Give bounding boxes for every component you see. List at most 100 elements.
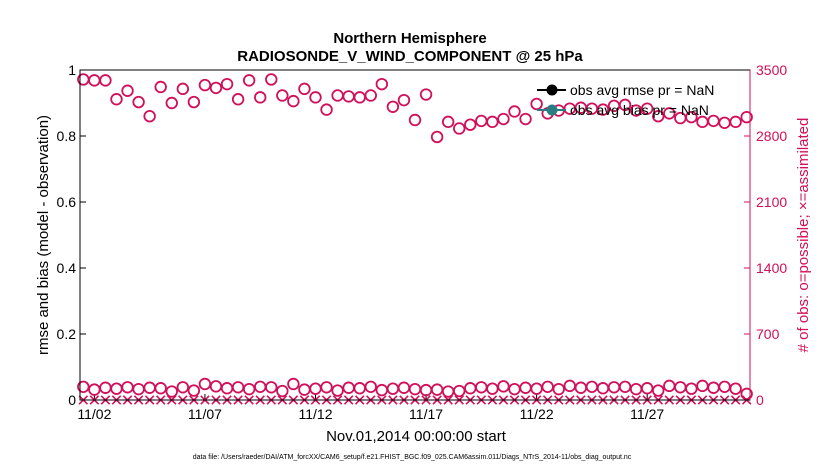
- plot-frame: [79, 69, 751, 401]
- possible-obs-point: [618, 98, 632, 112]
- possible-obs-point: [453, 384, 466, 398]
- series-1: [77, 377, 753, 401]
- possible-obs-point: [718, 116, 731, 130]
- possible-obs-point: [640, 102, 654, 115]
- possible-obs-point: [265, 73, 278, 86]
- y-left-tick-label: 0.4: [57, 260, 77, 276]
- possible-obs-point: [198, 377, 212, 391]
- possible-obs-point: [276, 384, 289, 398]
- possible-obs-point: [430, 383, 444, 396]
- possible-obs-point: [386, 382, 400, 395]
- possible-obs-point: [430, 130, 444, 144]
- y-left-tick-label: 0.2: [57, 326, 77, 342]
- possible-obs-point: [663, 379, 676, 393]
- possible-obs-point: [320, 381, 333, 394]
- chart-title: Northern Hemisphere: [333, 30, 486, 47]
- possible-obs-point: [99, 74, 112, 87]
- x-tick-label: 11/17: [409, 406, 443, 422]
- possible-obs-point: [154, 80, 167, 94]
- possible-obs-point: [309, 382, 322, 395]
- possible-obs-point: [353, 382, 366, 395]
- possible-obs-point: [552, 382, 565, 396]
- y-axis-right-label: # of obs: o=possible; ×=assimilated: [795, 118, 812, 353]
- possible-obs-point: [453, 122, 466, 135]
- possible-obs-point: [464, 118, 477, 131]
- x-tick-label: 11/12: [298, 406, 332, 422]
- y-right-tick-label: 3500: [756, 62, 787, 78]
- possible-obs-point: [342, 90, 355, 103]
- possible-obs-point: [497, 112, 510, 126]
- possible-obs-point: [331, 89, 344, 102]
- possible-obs-point: [132, 95, 145, 109]
- legend-bias-marker: [546, 104, 558, 116]
- possible-obs-point: [530, 97, 543, 111]
- possible-obs-point: [209, 81, 223, 95]
- possible-obs-point: [242, 74, 256, 87]
- x-axis: 11/02 11/07 11/12 11/17 11/22 11/27: [77, 394, 664, 422]
- possible-obs-point: [99, 381, 112, 394]
- possible-obs-point: [585, 380, 599, 394]
- possible-obs-point: [320, 103, 333, 116]
- possible-obs-point: [652, 109, 665, 123]
- possible-obs-point: [209, 380, 223, 393]
- x-tick-label: 11/02: [77, 406, 111, 422]
- possible-obs-point: [729, 115, 742, 129]
- chart-subtitle: RADIOSONDE_V_WIND_COMPONENT @ 25 hPa: [237, 48, 583, 65]
- possible-obs-point: [519, 112, 532, 126]
- possible-obs-point: [663, 107, 676, 120]
- possible-obs-point: [265, 381, 278, 394]
- possible-obs-point: [729, 382, 742, 395]
- y-left-tick-label: 1: [68, 62, 76, 78]
- possible-obs-point: [198, 78, 212, 92]
- y-right-tick-label: 2800: [756, 128, 787, 144]
- possible-obs-point: [397, 93, 411, 107]
- possible-obs-point: [121, 84, 134, 97]
- possible-obs-point: [220, 77, 234, 91]
- y-right-tick-label: 0: [756, 392, 764, 408]
- x-axis-label: Nov.01,2014 00:00:00 start: [326, 428, 507, 445]
- possible-obs-point: [254, 380, 267, 394]
- possible-obs-point: [331, 384, 344, 397]
- possible-obs-point: [707, 381, 720, 394]
- possible-obs-point: [519, 381, 532, 394]
- possible-obs-point: [530, 382, 543, 395]
- possible-obs-point: [143, 109, 156, 123]
- x-tick-label: 11/07: [188, 406, 222, 422]
- possible-obs-point: [165, 385, 178, 398]
- possible-obs-point: [740, 110, 753, 124]
- y-right-tick-label: 2100: [756, 194, 787, 210]
- possible-obs-point: [364, 89, 377, 102]
- possible-obs-point: [685, 382, 698, 395]
- y-right-tick-label: 1400: [756, 260, 787, 276]
- possible-obs-point: [475, 381, 488, 394]
- possible-obs-point: [143, 381, 156, 394]
- possible-obs-point: [674, 381, 687, 394]
- possible-obs-point: [441, 115, 455, 129]
- possible-obs-point: [475, 114, 488, 128]
- possible-obs-point: [408, 113, 422, 127]
- y-axis-right: 0 700 1400 2100 2800 3500: [744, 62, 787, 408]
- possible-obs-point: [88, 74, 101, 87]
- possible-obs-point: [640, 382, 654, 395]
- x-tick-label: 11/27: [630, 406, 664, 422]
- possible-obs-point: [508, 105, 521, 118]
- legend-rmse-label: obs avg rmse pr = NaN: [570, 82, 714, 98]
- legend-bias-label: obs avg bias pr = NaN: [570, 102, 709, 118]
- y-right-tick-label: 700: [756, 326, 780, 342]
- possible-obs-point: [231, 93, 245, 106]
- possible-obs-point: [287, 377, 300, 391]
- possible-obs-point: [386, 100, 400, 113]
- possible-obs-point: [541, 380, 554, 394]
- possible-obs-point: [441, 385, 455, 398]
- footnote: data file: /Users/raeder/DAI/ATM_forcXX/…: [193, 454, 632, 461]
- possible-obs-point: [364, 380, 377, 394]
- possible-obs-point: [353, 91, 366, 104]
- possible-obs-point: [121, 381, 134, 394]
- possible-obs-point: [486, 382, 499, 395]
- possible-obs-point: [419, 383, 433, 397]
- possible-obs-point: [298, 383, 311, 396]
- possible-obs-point: [652, 384, 665, 397]
- possible-obs-point: [375, 77, 389, 91]
- possible-obs-point: [88, 383, 101, 396]
- y-left-tick-label: 0: [68, 392, 76, 408]
